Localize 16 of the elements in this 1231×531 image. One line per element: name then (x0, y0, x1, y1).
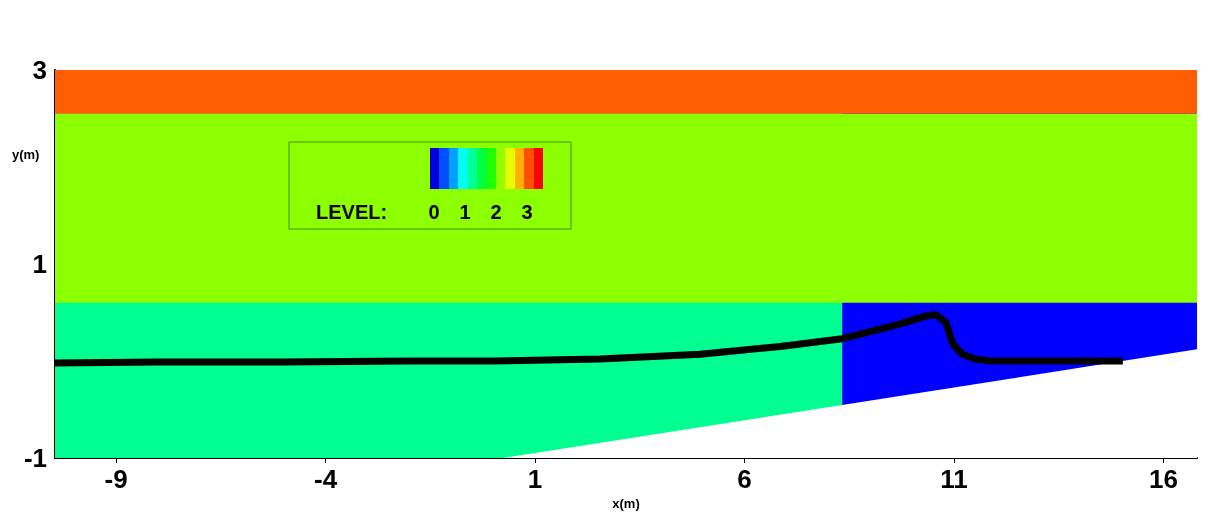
x-tick-label: -4 (314, 464, 338, 494)
annotation: 0 (428, 201, 440, 223)
color-bar-title: LEVEL: (316, 201, 388, 223)
x-tick-label: 11 (940, 464, 968, 494)
y-tick-label: 1 (32, 249, 47, 279)
x-tick-label: -9 (104, 464, 128, 494)
x-tick-label: 6 (737, 464, 752, 494)
y-tick-label: -1 (23, 443, 47, 473)
annotation: 3 (521, 201, 533, 223)
x-tick-label: 1 (527, 464, 543, 494)
annotation: 1 (459, 201, 471, 223)
y-axis-title: y(m) (12, 147, 40, 162)
x-axis-title: x(m) (612, 495, 640, 511)
x-tick-label: 16 (1149, 464, 1178, 494)
annotation: 2 (490, 201, 502, 223)
y-tick-label: 3 (32, 55, 47, 85)
